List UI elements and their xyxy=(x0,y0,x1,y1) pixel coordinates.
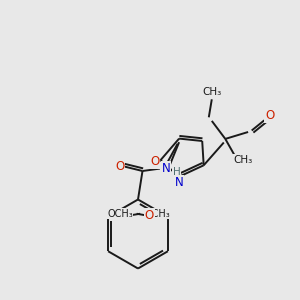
Text: O: O xyxy=(265,109,274,122)
Text: O: O xyxy=(116,160,124,173)
Text: CH₃: CH₃ xyxy=(202,87,221,97)
Text: N: N xyxy=(175,176,184,189)
Text: O: O xyxy=(151,155,160,168)
Text: CH₃: CH₃ xyxy=(233,155,252,165)
Text: H: H xyxy=(173,167,181,177)
Text: OCH₃: OCH₃ xyxy=(107,209,133,219)
Text: OCH₃: OCH₃ xyxy=(144,209,170,219)
Text: O: O xyxy=(145,209,154,222)
Text: N: N xyxy=(161,161,170,175)
Text: O: O xyxy=(122,209,131,222)
